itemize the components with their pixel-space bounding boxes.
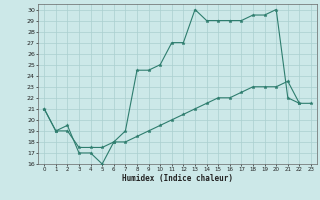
- X-axis label: Humidex (Indice chaleur): Humidex (Indice chaleur): [122, 174, 233, 183]
